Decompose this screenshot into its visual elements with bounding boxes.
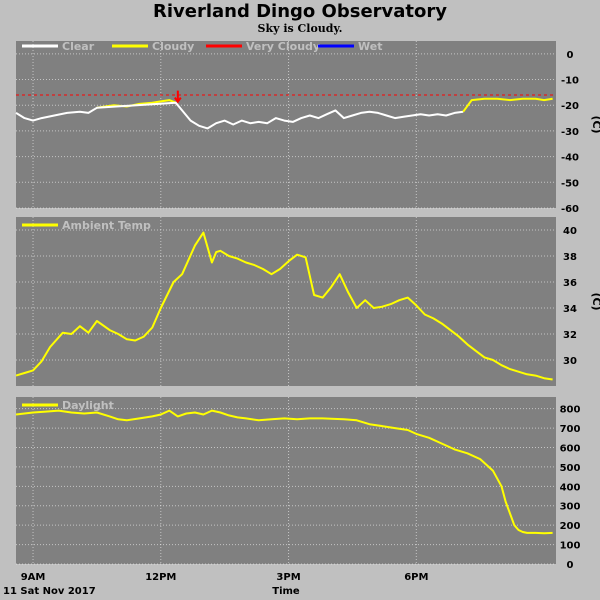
y-tick-label: 0 <box>567 50 574 61</box>
y-tick-label: 30 <box>563 356 577 367</box>
series-line-2-1 <box>15 231 553 381</box>
y-axis-label: (C) <box>590 292 600 310</box>
y-tick-label: 200 <box>560 521 581 532</box>
y-tick-label: -10 <box>561 76 579 87</box>
y-tick-label: 40 <box>563 226 577 237</box>
footer-date: 11 Sat Nov 2017 <box>3 586 96 597</box>
y-tick-label: 34 <box>563 304 577 315</box>
y-tick-label: 100 <box>560 541 581 552</box>
current-reading-arrow <box>174 90 182 104</box>
sky-status-subtitle: Sky is Cloudy. <box>257 22 343 35</box>
legend-label: Cloudy <box>152 40 194 53</box>
legend-label: Daylight <box>62 399 114 412</box>
y-tick-label: 500 <box>560 463 581 474</box>
y-tick-label: 400 <box>560 482 581 493</box>
y-tick-label: -50 <box>561 178 579 189</box>
y-tick-label: 700 <box>560 424 581 435</box>
legend-label: Ambient Temp <box>62 219 151 232</box>
series-line-1-2 <box>15 101 464 130</box>
y-tick-label: 800 <box>560 405 581 416</box>
page-title: Riverland Dingo Observatory <box>152 1 448 22</box>
y-tick-label: 32 <box>563 330 577 341</box>
legend-label: Very Cloudy <box>246 40 320 53</box>
legend-label: Clear <box>62 40 95 53</box>
y-tick-label: -30 <box>561 127 579 138</box>
y-tick-label: -40 <box>561 153 579 164</box>
plot-area-3 <box>16 397 556 564</box>
x-tick-label: 3PM <box>276 572 300 583</box>
y-tick-label: -60 <box>561 204 579 215</box>
series-line-1-3 <box>462 97 553 113</box>
x-tick-label: 6PM <box>404 572 428 583</box>
x-tick-label: 12PM <box>145 572 176 583</box>
y-tick-label: 600 <box>560 443 581 454</box>
plot-area-1 <box>16 41 556 208</box>
y-axis-label: (C) <box>590 115 600 133</box>
y-tick-label: 38 <box>563 252 577 263</box>
legend-label: Wet <box>358 40 382 53</box>
y-tick-label: 0 <box>567 560 574 571</box>
y-tick-label: -20 <box>561 101 579 112</box>
x-tick-label: 9AM <box>21 572 46 583</box>
series-line-1-1 <box>96 99 177 109</box>
y-tick-label: 36 <box>563 278 577 289</box>
series-line-3-1 <box>15 409 553 535</box>
plot-area-2 <box>16 217 556 386</box>
x-axis-label: Time <box>272 586 300 597</box>
y-tick-label: 300 <box>560 502 581 513</box>
